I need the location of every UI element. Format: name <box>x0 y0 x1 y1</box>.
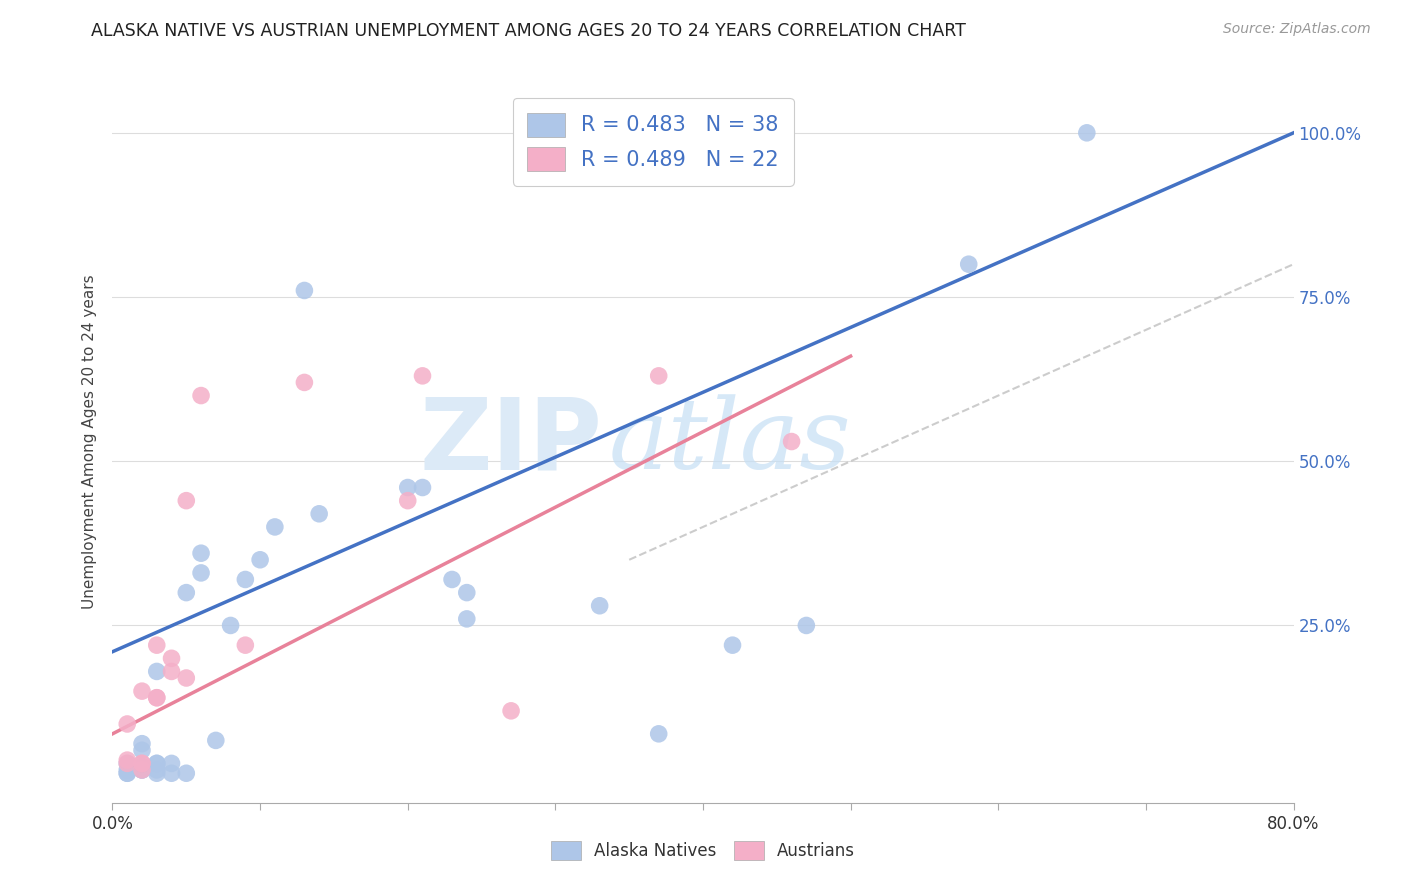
Text: ALASKA NATIVE VS AUSTRIAN UNEMPLOYMENT AMONG AGES 20 TO 24 YEARS CORRELATION CHA: ALASKA NATIVE VS AUSTRIAN UNEMPLOYMENT A… <box>91 22 966 40</box>
Point <box>780 434 803 449</box>
Point <box>501 704 523 718</box>
Point <box>174 671 197 685</box>
Point <box>117 766 138 780</box>
Point <box>146 756 169 771</box>
Point <box>456 585 478 599</box>
Point <box>721 638 744 652</box>
Point <box>131 763 153 777</box>
Point <box>146 756 169 771</box>
Point <box>233 573 256 587</box>
Point <box>131 737 153 751</box>
Point <box>131 760 153 774</box>
Point <box>117 763 138 777</box>
Point <box>117 766 138 780</box>
Point <box>396 493 419 508</box>
Point <box>146 763 169 777</box>
Point <box>456 612 478 626</box>
Point <box>131 756 153 771</box>
Point <box>146 638 169 652</box>
Text: Source: ZipAtlas.com: Source: ZipAtlas.com <box>1223 22 1371 37</box>
Point <box>146 690 169 705</box>
Point <box>117 756 138 771</box>
Point <box>117 753 138 767</box>
Point <box>292 376 315 390</box>
Point <box>160 756 183 771</box>
Point <box>117 756 138 771</box>
Point <box>174 493 197 508</box>
Y-axis label: Unemployment Among Ages 20 to 24 years: Unemployment Among Ages 20 to 24 years <box>82 274 97 609</box>
Point <box>131 743 153 757</box>
Point <box>160 651 183 665</box>
Point <box>190 546 212 560</box>
Point <box>1076 126 1098 140</box>
Point <box>249 553 271 567</box>
Point <box>205 733 228 747</box>
Point <box>146 665 169 679</box>
Point <box>588 599 610 613</box>
Point <box>647 368 671 383</box>
Point <box>957 257 980 271</box>
Point <box>411 368 433 383</box>
Point <box>174 585 197 599</box>
Point <box>146 766 169 780</box>
Legend: Alaska Natives, Austrians: Alaska Natives, Austrians <box>544 834 862 867</box>
Text: ZIP: ZIP <box>420 393 603 490</box>
Point <box>219 618 242 632</box>
Point <box>190 388 212 402</box>
Point <box>441 573 464 587</box>
Point <box>308 507 330 521</box>
Point <box>190 566 212 580</box>
Point <box>174 766 197 780</box>
Point <box>647 727 671 741</box>
Point <box>411 481 433 495</box>
Point <box>796 618 818 632</box>
Point <box>233 638 256 652</box>
Point <box>292 284 315 298</box>
Point <box>160 766 183 780</box>
Point <box>264 520 287 534</box>
Point <box>396 481 419 495</box>
Point <box>131 763 153 777</box>
Point <box>131 763 153 777</box>
Point <box>160 665 183 679</box>
Point <box>131 684 153 698</box>
Point <box>131 756 153 771</box>
Point <box>117 717 138 731</box>
Text: atlas: atlas <box>609 394 851 489</box>
Point <box>146 690 169 705</box>
